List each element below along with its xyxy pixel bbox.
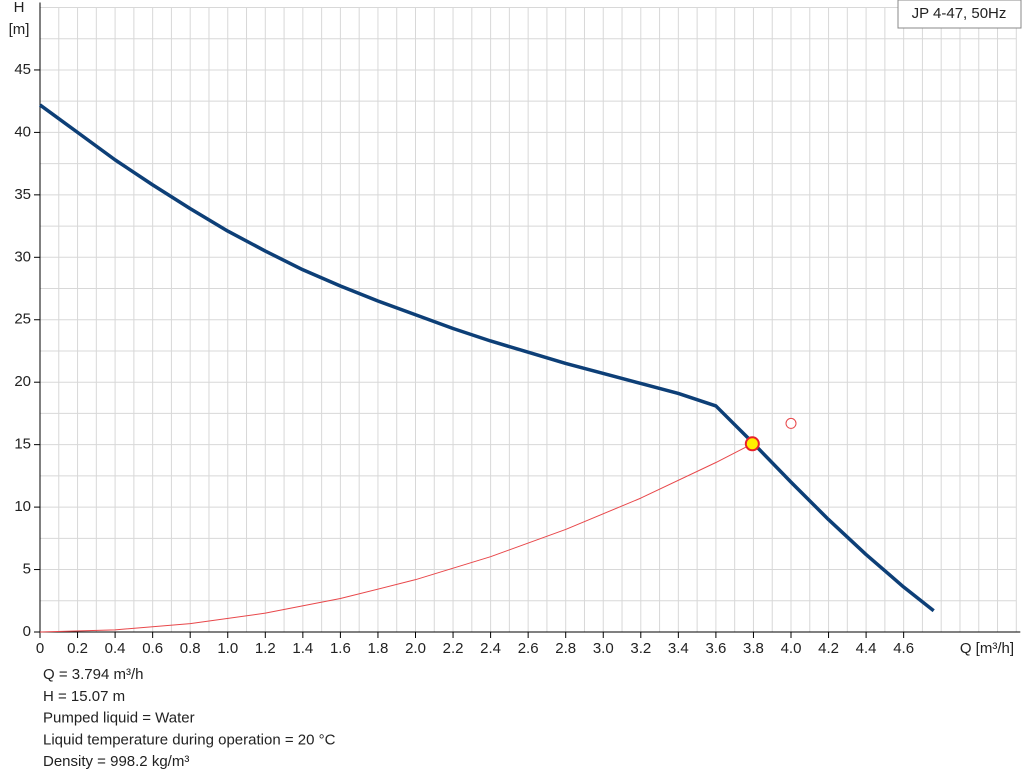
grid [39,7,1017,633]
info-line: Density = 998.2 kg/m³ [43,753,189,770]
x-tick-label: 0.2 [67,640,88,657]
x-tick-label: 3.6 [705,640,726,657]
y-tick-label: 25 [14,311,31,328]
x-axis-label: Q [m³/h] [960,640,1014,657]
x-tick-label: 0.4 [105,640,126,657]
y-tick-label: 40 [14,123,31,140]
legend-label: JP 4-47, 50Hz [912,5,1007,22]
x-tick-label: 3.4 [668,640,689,657]
x-tick-label: 3.2 [630,640,651,657]
x-tick-label: 2.4 [480,640,501,657]
x-tick-label: 1.8 [368,640,389,657]
x-tick-label: 4.0 [781,640,802,657]
x-tick-label: 1.6 [330,640,351,657]
y-tick-label: 5 [23,561,31,578]
x-tick-label: 0 [36,640,44,657]
x-tick-label: 2.0 [405,640,426,657]
x-tick-label: 2.6 [518,640,539,657]
y-tick-label: 10 [14,498,31,515]
x-tick-label: 4.4 [856,640,877,657]
requested-point [785,417,797,429]
x-tick-label: 1.4 [292,640,313,657]
x-tick-label: 2.2 [443,640,464,657]
y-tick-label: 30 [14,248,31,265]
x-tick-label: 3.8 [743,640,764,657]
x-tick-label: 0.8 [180,640,201,657]
duty-point [744,436,760,452]
y-tick-label: 0 [23,623,31,640]
x-tick-label: 4.2 [818,640,839,657]
legend-box [897,0,1022,29]
x-tick-label: 3.0 [593,640,614,657]
info-line: Q = 3.794 m³/h [43,666,143,683]
x-tick-label: 1.2 [255,640,276,657]
y-tick-label: 20 [14,373,31,390]
curve [38,103,935,613]
x-tick-label: 1.0 [217,640,238,657]
y-axis-label: H [14,0,25,16]
y-axis-unit: [m] [9,21,30,38]
x-tick-label: 4.6 [893,640,914,657]
y-tick-label: 15 [14,436,31,453]
info-line: Pumped liquid = Water [43,710,195,727]
x-tick-label: 2.8 [555,640,576,657]
info-line: H = 15.07 m [43,688,125,705]
y-tick-label: 35 [14,186,31,203]
info-line: Liquid temperature during operation = 20… [43,731,336,748]
x-tick-label: 0.6 [142,640,163,657]
curve [39,443,753,633]
y-tick-label: 45 [14,61,31,78]
